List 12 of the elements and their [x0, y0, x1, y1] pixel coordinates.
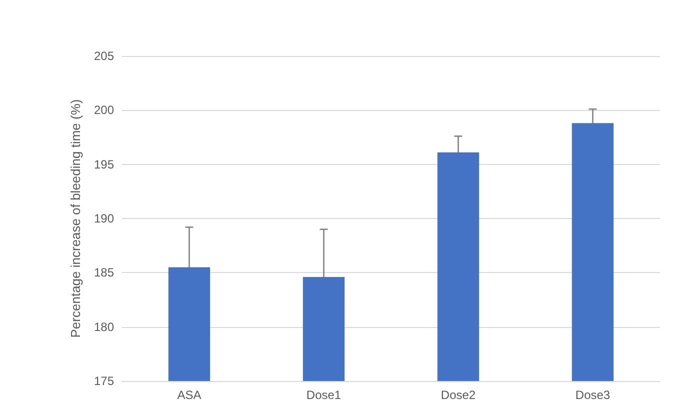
y-tick-label: 175 [94, 374, 114, 388]
y-axis-title: Percentage increase of bleeding time (%) [68, 99, 83, 338]
x-tick-label: Dose2 [440, 388, 476, 402]
y-tick-label: 200 [94, 103, 114, 118]
y-tick-label: 195 [94, 157, 114, 172]
y-tick-label: 190 [94, 212, 114, 226]
y-tick-label: 185 [94, 266, 114, 280]
x-tick-label: Dose3 [575, 388, 610, 402]
x-tick-label: ASA [177, 388, 202, 402]
y-tick-label: 180 [94, 320, 114, 334]
x-tick-label: Dose1 [306, 388, 342, 402]
y-tick-label: 205 [94, 49, 114, 63]
